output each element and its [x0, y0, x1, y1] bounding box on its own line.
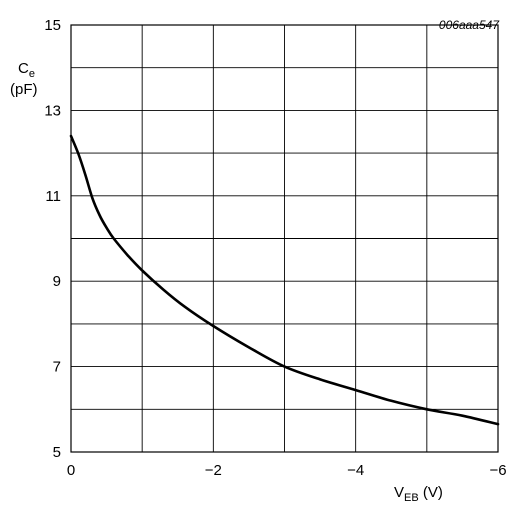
- y-tick-label: 13: [44, 102, 61, 119]
- series-layer: [69, 134, 500, 426]
- x-tick-labels: 0 −2 −4 −6: [67, 462, 507, 479]
- y-tick-label: 9: [53, 273, 61, 290]
- capacitance-curve: [69, 134, 500, 426]
- x-tick-label: −4: [347, 462, 364, 479]
- grid: [70, 24, 499, 453]
- y-tick-label: 5: [53, 444, 61, 461]
- y-axis-unit: (pF): [10, 81, 38, 98]
- y-tick-label: 7: [53, 359, 61, 376]
- y-tick-labels: 5 7 9 11 13 15: [44, 17, 61, 461]
- x-axis-label: VEB (V): [394, 484, 443, 504]
- y-axis-label: Ce: [18, 60, 35, 80]
- x-tick-label: −2: [205, 462, 222, 479]
- x-axis-label-main: V: [394, 484, 404, 501]
- x-tick-label: 0: [67, 462, 75, 479]
- y-axis-label-sub: e: [29, 68, 35, 80]
- x-tick-label: −6: [489, 462, 506, 479]
- y-axis-label-main: C: [18, 60, 29, 77]
- y-tick-label: 11: [45, 188, 61, 205]
- x-axis-label-unit: (V): [419, 484, 443, 501]
- y-tick-label: 15: [44, 17, 61, 34]
- x-axis-label-sub: EB: [404, 492, 419, 504]
- figure-code: 006aaa547: [439, 18, 500, 32]
- plot-frame: [70, 24, 499, 453]
